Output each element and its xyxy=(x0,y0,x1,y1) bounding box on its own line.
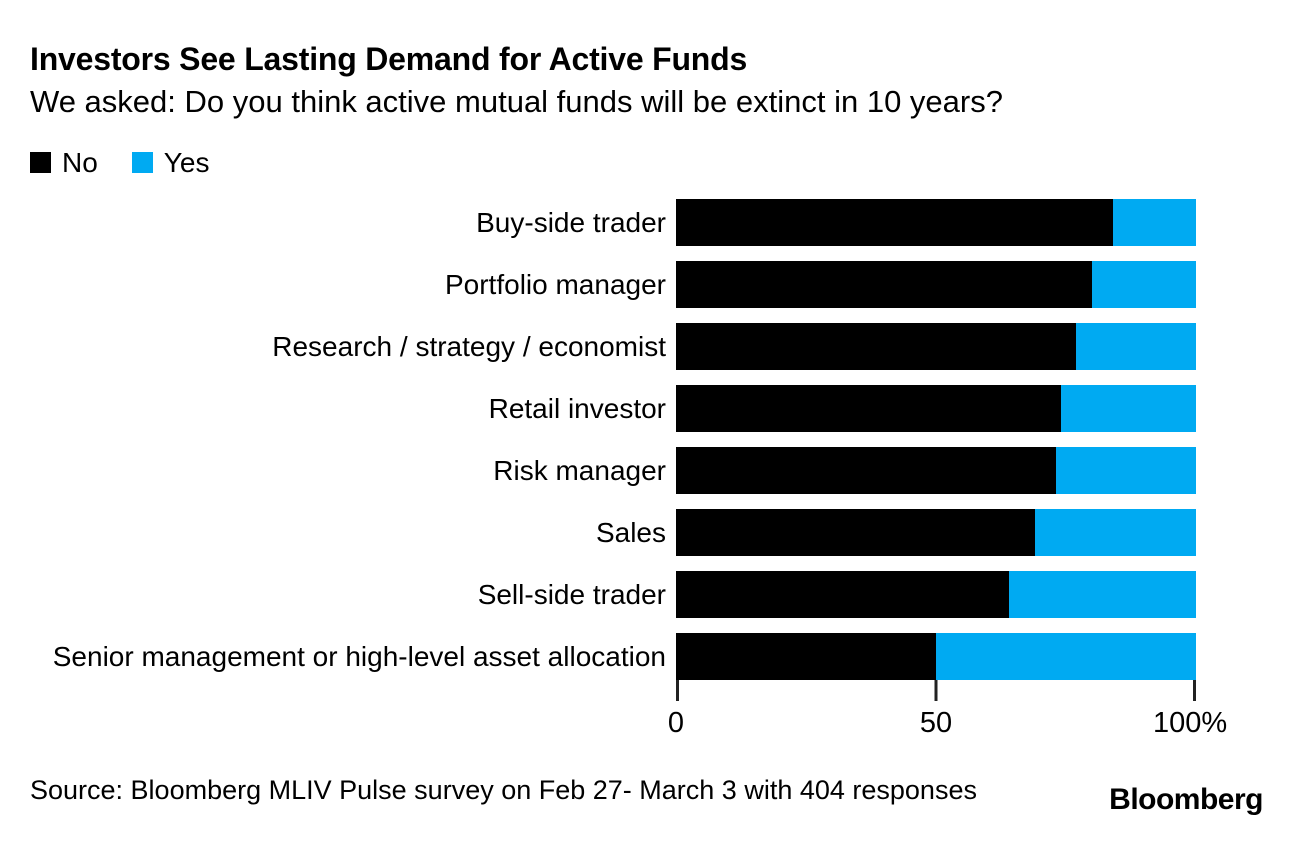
axis-tick-0 xyxy=(676,680,679,701)
bloomberg-logo: Bloomberg xyxy=(1109,783,1263,816)
bar-segment-yes xyxy=(1008,571,1196,618)
chart-row: Sales xyxy=(30,509,1263,571)
category-label: Buy-side trader xyxy=(476,207,666,238)
bar-segment-no xyxy=(676,261,1092,308)
bar-segment-no xyxy=(676,509,1035,556)
bar-segment-yes xyxy=(1034,509,1196,556)
bar-segment-no xyxy=(676,571,1009,618)
bar-track xyxy=(676,571,1196,618)
category-label: Portfolio manager xyxy=(444,269,666,300)
chart-row: Senior management or high-level asset al… xyxy=(30,633,1263,695)
legend-item-no: No xyxy=(30,147,98,178)
bar-segment-yes xyxy=(1055,447,1196,494)
category-label: Risk manager xyxy=(493,455,666,486)
bar-segment-yes xyxy=(1112,199,1196,246)
axis-label-50: 50 xyxy=(919,707,953,739)
bar-track xyxy=(676,509,1196,556)
bar-track xyxy=(676,323,1196,370)
legend-swatch-yes xyxy=(131,152,153,173)
legend-item-yes: Yes xyxy=(131,147,210,178)
axis-tick-50 xyxy=(934,680,938,701)
x-axis: 0 50 100% xyxy=(668,680,1227,745)
bar-track xyxy=(676,385,1196,432)
chart-row: Sell-side trader xyxy=(30,571,1263,633)
bar-segment-yes xyxy=(936,633,1196,680)
category-label: Sales xyxy=(595,517,666,548)
footer: Source: Bloomberg MLIV Pulse survey on F… xyxy=(30,773,1263,817)
source-note: Source: Bloomberg MLIV Pulse survey on F… xyxy=(30,775,977,805)
page-title: Investors See Lasting Demand for Active … xyxy=(30,41,748,77)
page-subtitle: We asked: Do you think active mutual fun… xyxy=(30,84,1003,119)
chart-figure: Investors See Lasting Demand for Active … xyxy=(0,40,1289,817)
bar-segment-no xyxy=(676,447,1056,494)
chart-row: Portfolio manager xyxy=(30,261,1263,323)
chart-row: Research / strategy / economist xyxy=(30,323,1263,385)
bar-segment-no xyxy=(676,323,1077,370)
chart-row: Buy-side trader xyxy=(30,199,1263,261)
bar-track xyxy=(676,633,1196,680)
chart-row: Risk manager xyxy=(30,447,1263,509)
category-label: Research / strategy / economist xyxy=(272,331,666,362)
chart-row: Retail investor xyxy=(30,385,1263,447)
category-label: Sell-side trader xyxy=(477,579,666,610)
axis-tick-100 xyxy=(1193,680,1196,701)
bar-track xyxy=(676,447,1196,494)
legend: No Yes xyxy=(30,147,1263,178)
bar-segment-yes xyxy=(1092,261,1196,308)
legend-label-yes: Yes xyxy=(163,147,210,178)
category-label: Senior management or high-level asset al… xyxy=(52,641,666,672)
axis-label-0: 0 xyxy=(667,707,685,739)
bar-segment-yes xyxy=(1060,385,1196,432)
category-label: Retail investor xyxy=(488,393,666,424)
bar-segment-no xyxy=(676,385,1061,432)
bar-segment-no xyxy=(676,199,1113,246)
bar-chart: Buy-side trader Portfolio manager Research… xyxy=(30,199,1263,745)
bar-segment-no xyxy=(676,633,936,680)
axis-label-100: 100% xyxy=(1152,707,1228,739)
legend-label-no: No xyxy=(62,147,98,178)
legend-swatch-no xyxy=(30,152,51,173)
bar-track xyxy=(676,199,1196,246)
bar-track xyxy=(676,261,1196,308)
bar-segment-yes xyxy=(1076,323,1196,370)
chart-rows: Buy-side trader Portfolio manager Research… xyxy=(30,199,1263,695)
